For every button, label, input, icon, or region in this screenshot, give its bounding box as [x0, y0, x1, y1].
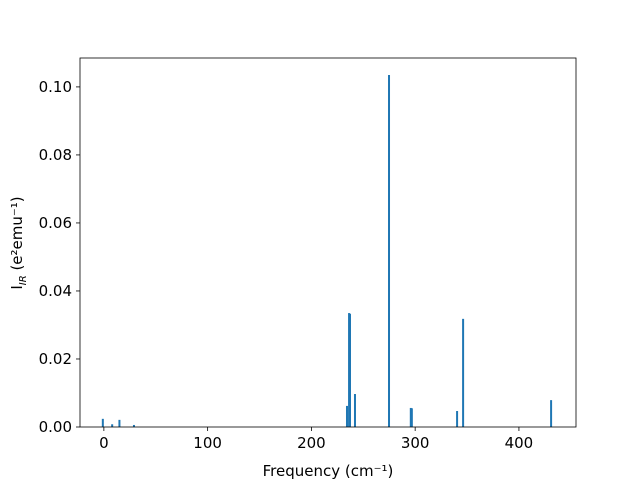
y-axis-label: IIR (e²emu⁻¹) — [8, 196, 29, 289]
y-label-sub: IR — [18, 275, 29, 285]
y-tick-label: 0.06 — [39, 214, 72, 232]
y-tick-label: 0.02 — [39, 350, 72, 368]
x-tick-label: 200 — [297, 434, 326, 452]
x-axis-label: Frequency (cm⁻¹) — [263, 462, 394, 480]
bar — [409, 407, 412, 427]
y-label-unit: (e²emu⁻¹) — [8, 196, 26, 275]
y-label-main: I — [8, 285, 26, 289]
bar — [410, 408, 413, 427]
y-tick-label: 0.04 — [39, 282, 72, 300]
bar — [345, 405, 348, 427]
x-tick-label: 0 — [99, 434, 109, 452]
bar — [111, 424, 114, 427]
bar — [550, 400, 553, 427]
bar — [101, 418, 104, 427]
bar — [462, 318, 465, 427]
x-tick-label: 300 — [401, 434, 430, 452]
bar — [456, 411, 459, 427]
bar — [348, 313, 351, 427]
plot-frame — [79, 57, 577, 428]
bar — [388, 75, 391, 427]
bar — [132, 424, 135, 427]
y-tick-label: 0.00 — [39, 418, 72, 436]
y-tick-label: 0.10 — [39, 78, 72, 96]
bar — [353, 394, 356, 427]
bar — [118, 419, 121, 427]
x-tick-label: 400 — [505, 434, 534, 452]
x-tick-label: 100 — [193, 434, 222, 452]
y-tick-label: 0.08 — [39, 146, 72, 164]
